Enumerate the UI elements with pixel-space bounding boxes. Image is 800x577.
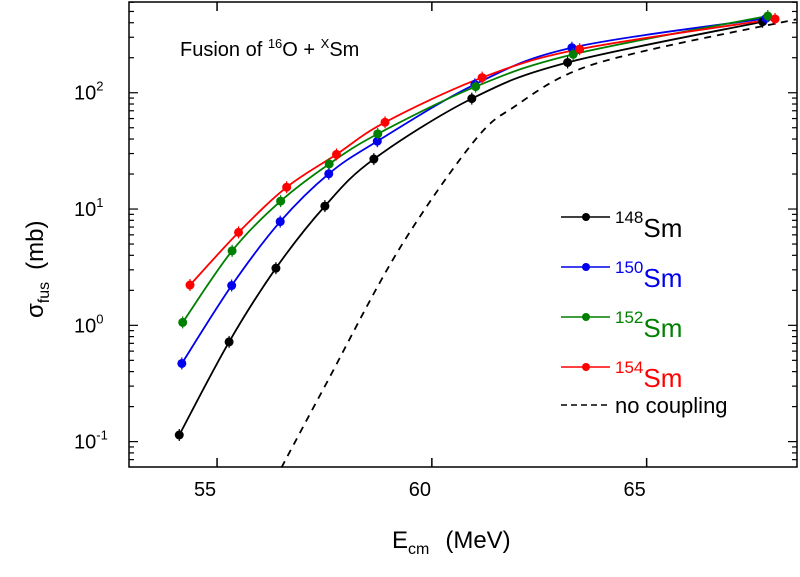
- x-tick-label: 55: [194, 479, 216, 501]
- y-tick-label: 101: [74, 195, 103, 221]
- y-tick-label: 10-1: [74, 428, 108, 454]
- data-point-152: [227, 246, 237, 256]
- data-point-148: [467, 94, 477, 104]
- data-point-150: [372, 136, 382, 146]
- data-point-150: [177, 358, 187, 368]
- data-point-154: [331, 149, 341, 159]
- data-point-148: [369, 154, 379, 164]
- data-point-150: [324, 169, 334, 179]
- curve-no-coupling: [280, 18, 797, 468]
- data-point-148: [224, 337, 234, 347]
- legend-marker-148: [582, 213, 590, 221]
- legend-label-152: 152Sm: [615, 308, 682, 343]
- legend-label-150: 150Sm: [615, 258, 682, 293]
- data-point-154: [282, 182, 292, 192]
- legend-label-154: 154Sm: [615, 358, 682, 393]
- data-point-154: [380, 117, 390, 127]
- data-point-152: [324, 159, 334, 169]
- x-axis-label: Ecm (MeV): [392, 527, 511, 558]
- legend-label-148: 148Sm: [615, 208, 682, 243]
- data-point-154: [234, 227, 244, 237]
- legend-marker-154: [582, 363, 590, 371]
- x-tick-label: 60: [409, 479, 431, 501]
- data-point-152: [178, 317, 188, 327]
- data-point-154: [185, 280, 195, 290]
- data-point-150: [275, 217, 285, 227]
- data-point-148: [320, 201, 330, 211]
- data-point-152: [763, 11, 773, 21]
- chart-title: Fusion of 16O + XSm: [180, 36, 359, 61]
- data-point-152: [276, 196, 286, 206]
- y-axis-label: σfus(mb): [22, 221, 53, 318]
- data-point-148: [271, 263, 281, 273]
- legend-label-no-coupling: no coupling: [615, 393, 728, 418]
- data-point-152: [373, 129, 383, 139]
- data-point-154: [575, 44, 585, 54]
- data-point-148: [563, 58, 573, 68]
- data-point-148: [174, 430, 184, 440]
- legend-marker-150: [582, 263, 590, 271]
- data-point-152: [568, 49, 578, 59]
- legend-marker-152: [582, 313, 590, 321]
- y-tick-label: 102: [74, 79, 103, 105]
- curve-148: [178, 20, 763, 436]
- y-tick-label: 100: [74, 311, 103, 337]
- x-tick-label: 65: [624, 479, 646, 501]
- data-point-150: [227, 281, 237, 291]
- data-point-154: [477, 73, 487, 83]
- curve-154: [189, 18, 776, 286]
- curve-150: [181, 17, 767, 364]
- data-point-152: [471, 82, 481, 92]
- data-point-154: [770, 14, 780, 24]
